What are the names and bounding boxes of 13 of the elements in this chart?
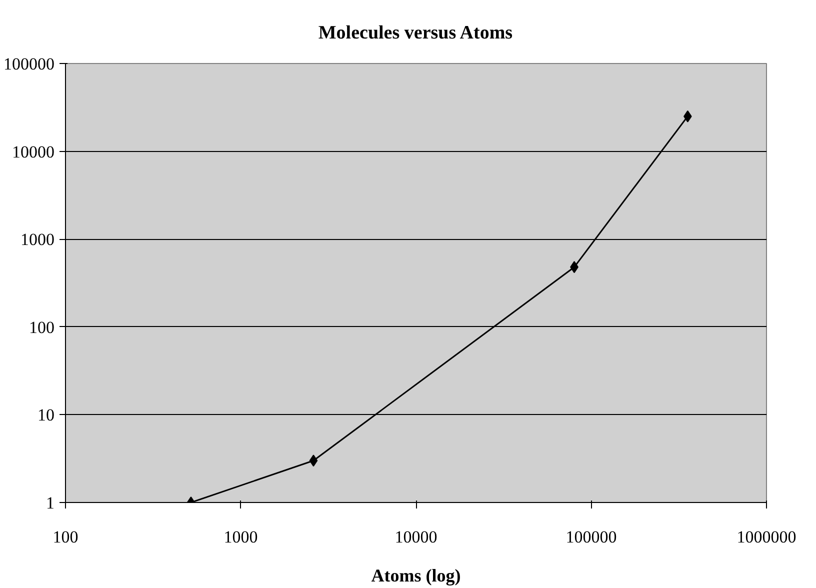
y-tick-label: 100000 <box>4 54 54 74</box>
y-tick-label: 100 <box>29 318 54 337</box>
y-tick-label: 10 <box>38 406 54 425</box>
x-tick-label: 1000 <box>224 528 258 546</box>
x-tick-label: 1000000 <box>736 528 796 546</box>
x-axis-title: Atoms (log) <box>371 566 461 586</box>
x-tick-label: 10000 <box>394 528 438 546</box>
y-tick-label: 1000 <box>20 230 54 250</box>
x-tick-label: 100000 <box>566 528 617 546</box>
x-tick-label: 100 <box>52 528 78 546</box>
y-tick-label: 1 <box>46 494 54 512</box>
chart-title: Molecules versus Atoms <box>318 22 513 44</box>
y-tick-label: 10000 <box>12 142 54 162</box>
